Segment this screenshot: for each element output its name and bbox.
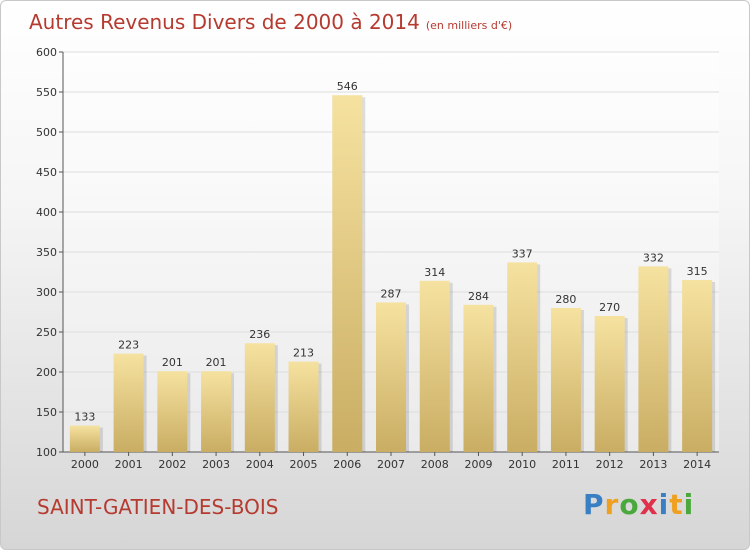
bar	[69, 425, 100, 452]
bar	[201, 371, 232, 452]
data-label: 546	[337, 80, 358, 93]
x-tick-label: 2014	[683, 458, 711, 471]
y-tick-label: 600	[36, 46, 57, 59]
data-label: 270	[599, 301, 620, 314]
bar	[419, 280, 450, 452]
bar	[682, 280, 713, 452]
x-tick-label: 2004	[246, 458, 274, 471]
x-tick-label: 2009	[464, 458, 492, 471]
chart-title: Autres Revenus Divers de 2000 à 2014 (en …	[29, 10, 512, 34]
x-tick-label: 2011	[552, 458, 580, 471]
logo-letter: i	[658, 488, 670, 521]
x-tick-label: 2008	[421, 458, 449, 471]
data-label: 314	[424, 266, 445, 279]
chart-subtitle: (en milliers d'€)	[425, 19, 513, 32]
y-tick-label: 100	[36, 446, 57, 459]
logo-letter: o	[619, 488, 640, 521]
bar	[244, 343, 275, 452]
y-tick-label: 250	[36, 326, 57, 339]
data-label: 223	[118, 339, 139, 352]
y-tick-label: 450	[36, 166, 57, 179]
logo-letter: i	[683, 488, 695, 521]
bar	[550, 308, 581, 452]
x-tick-label: 2002	[158, 458, 186, 471]
logo-letter: r	[604, 488, 620, 521]
bar	[638, 266, 669, 452]
y-tick-label: 500	[36, 126, 57, 139]
bar	[507, 262, 538, 452]
data-label: 236	[249, 328, 270, 341]
x-tick-label: 2000	[71, 458, 99, 471]
x-tick-label: 2006	[333, 458, 361, 471]
data-label: 332	[643, 251, 664, 264]
data-label: 201	[162, 356, 183, 369]
y-tick-label: 300	[36, 286, 57, 299]
commune-name: SAINT-GATIEN-DES-BOIS	[37, 495, 279, 519]
y-tick-label: 400	[36, 206, 57, 219]
bar	[463, 304, 494, 452]
y-tick-label: 350	[36, 246, 57, 259]
data-label: 201	[206, 356, 227, 369]
data-label: 133	[74, 411, 95, 424]
data-label: 287	[381, 287, 402, 300]
x-tick-label: 2005	[290, 458, 318, 471]
x-tick-label: 2007	[377, 458, 405, 471]
data-label: 280	[555, 293, 576, 306]
y-tick-label: 200	[36, 366, 57, 379]
bar	[288, 361, 319, 452]
bar	[376, 302, 406, 452]
proxiti-logo: Proxiti	[583, 488, 694, 521]
data-label: 213	[293, 347, 314, 360]
bar	[113, 353, 144, 452]
x-tick-label: 2001	[115, 458, 143, 471]
data-label: 315	[687, 265, 708, 278]
logo-letter: t	[669, 488, 684, 521]
y-tick-label: 150	[36, 406, 57, 419]
logo-letter: x	[639, 488, 659, 521]
data-label: 284	[468, 290, 489, 303]
x-tick-label: 2003	[202, 458, 230, 471]
logo-letter: P	[583, 488, 605, 521]
x-tick-label: 2010	[508, 458, 536, 471]
y-tick-label: 550	[36, 86, 57, 99]
chart-title-main: Autres Revenus Divers de 2000 à 2014	[29, 10, 420, 34]
data-label: 337	[512, 247, 533, 260]
bar	[332, 95, 363, 452]
x-tick-label: 2013	[639, 458, 667, 471]
bar	[594, 316, 625, 452]
x-tick-label: 2012	[596, 458, 624, 471]
bar	[157, 371, 188, 452]
